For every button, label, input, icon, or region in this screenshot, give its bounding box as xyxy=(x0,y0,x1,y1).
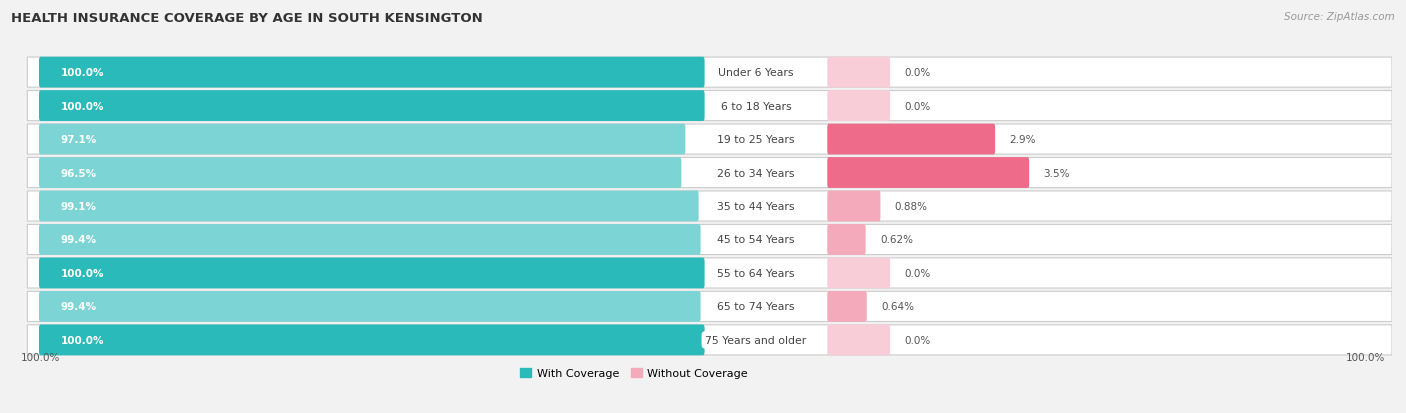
FancyBboxPatch shape xyxy=(27,258,1392,288)
FancyBboxPatch shape xyxy=(27,225,1392,255)
FancyBboxPatch shape xyxy=(27,58,1392,88)
Text: 99.4%: 99.4% xyxy=(60,301,97,312)
Text: 100.0%: 100.0% xyxy=(21,352,60,362)
Text: HEALTH INSURANCE COVERAGE BY AGE IN SOUTH KENSINGTON: HEALTH INSURANCE COVERAGE BY AGE IN SOUT… xyxy=(11,12,484,25)
FancyBboxPatch shape xyxy=(39,258,704,289)
Text: 0.0%: 0.0% xyxy=(904,268,931,278)
Text: 0.64%: 0.64% xyxy=(882,301,914,312)
FancyBboxPatch shape xyxy=(827,57,890,88)
FancyBboxPatch shape xyxy=(827,291,866,322)
Text: 2.9%: 2.9% xyxy=(1010,135,1036,145)
Text: Under 6 Years: Under 6 Years xyxy=(718,68,794,78)
Text: 0.0%: 0.0% xyxy=(904,335,931,345)
Text: 35 to 44 Years: 35 to 44 Years xyxy=(717,202,794,211)
FancyBboxPatch shape xyxy=(27,192,1392,221)
FancyBboxPatch shape xyxy=(827,325,890,356)
Text: 0.88%: 0.88% xyxy=(894,202,928,211)
FancyBboxPatch shape xyxy=(827,91,890,122)
FancyBboxPatch shape xyxy=(27,292,1392,322)
FancyBboxPatch shape xyxy=(827,225,866,255)
FancyBboxPatch shape xyxy=(827,258,890,289)
Text: 100.0%: 100.0% xyxy=(1346,352,1385,362)
FancyBboxPatch shape xyxy=(39,158,682,188)
FancyBboxPatch shape xyxy=(27,325,1392,355)
Text: 55 to 64 Years: 55 to 64 Years xyxy=(717,268,794,278)
Text: 0.62%: 0.62% xyxy=(880,235,912,245)
FancyBboxPatch shape xyxy=(827,191,880,222)
Text: 45 to 54 Years: 45 to 54 Years xyxy=(717,235,794,245)
Text: 0.0%: 0.0% xyxy=(904,101,931,112)
FancyBboxPatch shape xyxy=(39,325,704,356)
FancyBboxPatch shape xyxy=(39,57,704,88)
FancyBboxPatch shape xyxy=(827,124,995,155)
Text: 100.0%: 100.0% xyxy=(60,101,104,112)
Text: 100.0%: 100.0% xyxy=(60,268,104,278)
Text: 99.1%: 99.1% xyxy=(60,202,97,211)
FancyBboxPatch shape xyxy=(39,291,700,322)
Text: 65 to 74 Years: 65 to 74 Years xyxy=(717,301,794,312)
FancyBboxPatch shape xyxy=(827,158,1029,188)
Text: 99.4%: 99.4% xyxy=(60,235,97,245)
FancyBboxPatch shape xyxy=(27,158,1392,188)
FancyBboxPatch shape xyxy=(39,225,700,255)
Text: 19 to 25 Years: 19 to 25 Years xyxy=(717,135,794,145)
Text: 3.5%: 3.5% xyxy=(1043,168,1070,178)
Text: 100.0%: 100.0% xyxy=(60,68,104,78)
Legend: With Coverage, Without Coverage: With Coverage, Without Coverage xyxy=(516,364,752,383)
Text: 96.5%: 96.5% xyxy=(60,168,97,178)
Text: 97.1%: 97.1% xyxy=(60,135,97,145)
FancyBboxPatch shape xyxy=(39,191,699,222)
FancyBboxPatch shape xyxy=(27,125,1392,155)
Text: 6 to 18 Years: 6 to 18 Years xyxy=(721,101,792,112)
Text: 26 to 34 Years: 26 to 34 Years xyxy=(717,168,794,178)
FancyBboxPatch shape xyxy=(39,124,685,155)
Text: 100.0%: 100.0% xyxy=(60,335,104,345)
FancyBboxPatch shape xyxy=(27,91,1392,121)
Text: 75 Years and older: 75 Years and older xyxy=(706,335,807,345)
FancyBboxPatch shape xyxy=(39,91,704,122)
Text: Source: ZipAtlas.com: Source: ZipAtlas.com xyxy=(1284,12,1395,22)
Text: 0.0%: 0.0% xyxy=(904,68,931,78)
